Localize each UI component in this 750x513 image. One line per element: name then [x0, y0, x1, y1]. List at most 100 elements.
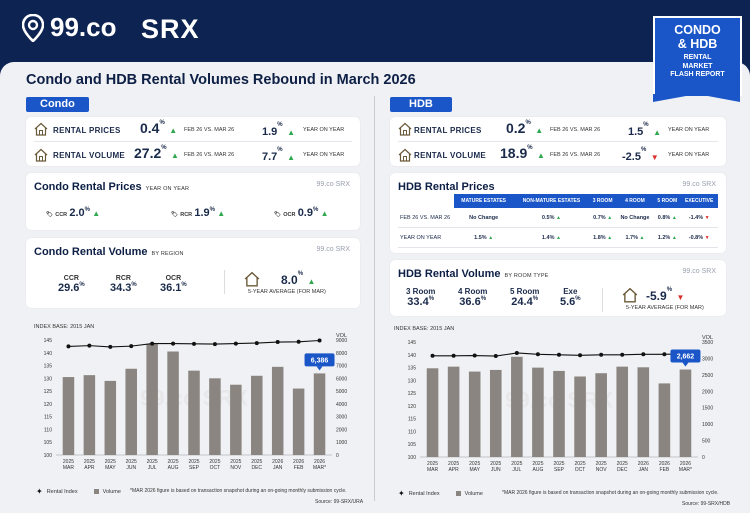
kpi-row	[34, 122, 48, 141]
table-row: FEB 26 VS. MAR 26 No Change 0.5% ▲ 0.7% …	[398, 208, 718, 228]
legend-bar: Volume	[102, 488, 121, 495]
logo-text: 99.co	[50, 12, 117, 42]
hdb-vol-4room: 4 Room 36.6%	[458, 287, 488, 308]
col-header: EXECUTIVE	[680, 194, 718, 208]
volume-bar	[209, 378, 221, 455]
y-right-tick: 4000	[336, 402, 347, 408]
vol-axis-label: VOL	[702, 335, 713, 341]
y-right-tick: 7000	[336, 364, 347, 370]
volume-bar	[167, 351, 179, 455]
flash-report-badge: CONDO & HDB RENTAL MARKET FLASH REPORT	[653, 16, 742, 96]
rental-index-point	[150, 341, 155, 346]
hdb-chart: 99.co SRXVOL1001051101151201251301351401…	[408, 335, 714, 473]
rental-index-point	[578, 353, 583, 358]
rental-index-point	[296, 339, 301, 344]
condo-tag: Condo	[26, 97, 89, 112]
rental-index-point	[254, 341, 259, 346]
rental-index-point	[192, 341, 196, 346]
volume-bar	[62, 377, 75, 455]
hdb-legend: ✦ Rental Index Volume	[398, 489, 483, 498]
volume-bar	[125, 368, 137, 455]
volume-bar	[532, 367, 544, 457]
rental-index-point	[535, 352, 540, 357]
x-tick-month: OCT	[210, 465, 221, 471]
hdb-kpi-price-mom: FEB 26 VS. MAR 26	[550, 127, 601, 133]
condo-vol-ccr: CCR 29.6%	[58, 275, 85, 294]
y-left-tick: 145	[408, 340, 417, 346]
volume-bar	[595, 373, 607, 457]
hdb-kpi-volume-yoy: -2.5% ▼	[622, 147, 659, 163]
hdb-prices-title: HDB Rental Prices	[398, 181, 495, 193]
condo-legend: ✦ Rental Index Volume	[36, 487, 121, 496]
x-tick-month: JUN	[491, 467, 501, 473]
hdb-vol-exe: Exe 5.6%	[560, 287, 581, 308]
volume-bar	[679, 369, 692, 457]
y-left-tick: 100	[44, 453, 53, 459]
y-right-tick: 5000	[336, 389, 347, 395]
x-tick-month: APR	[84, 465, 95, 471]
x-tick-year: 2025	[469, 461, 480, 467]
x-tick-year: 2025	[617, 461, 628, 467]
callout-pointer	[682, 362, 689, 367]
rental-index-point	[599, 352, 604, 357]
x-tick-year: 2026	[293, 459, 304, 465]
volume-bar	[616, 366, 629, 457]
rental-index-point	[129, 344, 134, 349]
x-tick-year: 2025	[427, 461, 438, 467]
x-tick-year: 2026	[272, 459, 283, 465]
separator	[224, 270, 225, 294]
col-header: 5 ROOM	[654, 194, 681, 208]
x-tick-month: DEC	[617, 467, 628, 473]
hdb-kpi-price-yoy: 1.5% ▲	[628, 122, 662, 138]
x-tick-year: 2025	[168, 459, 179, 465]
volume-bar	[658, 383, 671, 457]
callout-pointer	[316, 366, 323, 371]
hdb-tag: HDB	[390, 97, 452, 112]
x-tick-year: 2025	[596, 461, 607, 467]
row-label: FEB 26 VS. MAR 26	[398, 208, 454, 228]
table-cell: -1.4% ▼	[680, 208, 718, 228]
y-right-tick: 1500	[702, 406, 713, 412]
logo-99co[interactable]: 99.co	[22, 12, 117, 43]
y-right-tick: 6000	[336, 376, 347, 382]
y-left-tick: 125	[408, 391, 417, 397]
table-cell: 1.2% ▲	[654, 227, 681, 248]
x-tick-year: 2026	[314, 459, 325, 465]
hdb-volume-card: HDB Rental Volume BY ROOM TYPE 99.co SRX …	[390, 260, 726, 316]
y-left-tick: 100	[408, 455, 417, 461]
hdb-kpi-price-value: 0.2% ▲	[506, 120, 544, 136]
callout-box	[670, 349, 701, 363]
y-left-tick: 135	[44, 364, 53, 370]
legend-line: Rental Index	[408, 490, 440, 497]
hdb-kpi-price-yoy-label: YEAR ON YEAR	[668, 127, 710, 133]
x-tick-month: JAN	[639, 467, 649, 473]
hdb-vol-avg-label: 5-YEAR AVERAGE (FOR MAR)	[626, 305, 704, 311]
rental-index-point	[493, 354, 498, 359]
volume-bar	[574, 376, 586, 457]
x-tick-year: 2026	[659, 461, 670, 467]
y-right-tick: 3000	[336, 415, 347, 421]
table-cell: 1.8% ▲	[589, 227, 616, 248]
logo-srx[interactable]: SRX	[141, 14, 200, 44]
volume-bar	[104, 380, 117, 455]
rental-index-point	[212, 342, 217, 347]
badge-line2: & HDB	[677, 37, 718, 51]
y-right-tick: 1000	[336, 440, 347, 446]
rental-index-point	[66, 344, 71, 349]
watermark: 99.co SRX	[682, 181, 716, 188]
callout-label: 6,386	[311, 357, 329, 364]
badge-ribbon-tail	[653, 94, 740, 102]
col-header: NON-MATURE ESTATES	[513, 194, 590, 208]
x-tick-month: JUL	[148, 465, 157, 471]
hdb-kpi-price-label: RENTAL PRICES	[414, 126, 482, 135]
y-left-tick: 115	[44, 415, 52, 421]
x-tick-month: MAR	[427, 467, 439, 473]
y-left-tick: 140	[44, 351, 53, 357]
legend-bar: Volume	[464, 490, 483, 497]
condo-prices-card: Condo Rental Prices YEAR ON YEAR 99.co SR…	[26, 173, 360, 230]
y-left-tick: 125	[44, 389, 53, 395]
rental-index-point	[662, 352, 667, 357]
y-left-tick: 130	[408, 378, 417, 384]
condo-kpi-price-value: 0.4% ▲	[140, 120, 178, 136]
x-tick-year: 2025	[105, 459, 116, 465]
